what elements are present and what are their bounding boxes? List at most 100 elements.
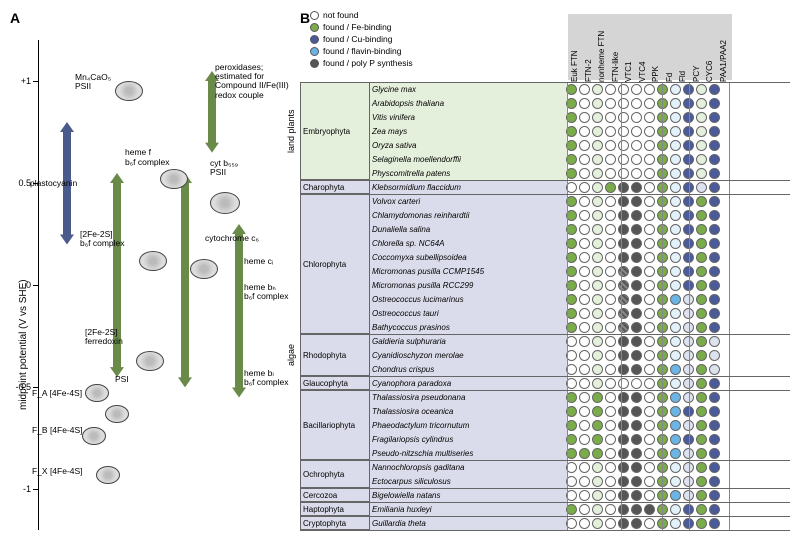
heme-b-arrow xyxy=(232,224,244,398)
presence-circle xyxy=(683,84,694,95)
legend-label: found / Cu-binding xyxy=(323,34,392,45)
presence-circle xyxy=(644,224,655,235)
presence-circle xyxy=(566,196,577,207)
species-row: Selaginella moellendorffii xyxy=(370,152,790,166)
presence-circle xyxy=(605,182,616,193)
presence-circle xyxy=(696,406,707,417)
presence-circle xyxy=(709,378,720,389)
presence-circle xyxy=(683,252,694,263)
presence-circle xyxy=(657,98,668,109)
cofactor-label: F_A [4Fe-4S] xyxy=(32,389,82,398)
presence-circle xyxy=(696,336,707,347)
presence-circle xyxy=(657,252,668,263)
presence-circle xyxy=(605,308,616,319)
presence-circle xyxy=(644,84,655,95)
y-axis xyxy=(38,40,39,530)
presence-circle xyxy=(696,224,707,235)
presence-circle xyxy=(709,462,720,473)
legend-label: found / poly P synthesis xyxy=(323,58,413,69)
presence-circle xyxy=(696,364,707,375)
presence-circle xyxy=(592,448,603,459)
presence-circle xyxy=(579,210,590,221)
presence-circle xyxy=(566,350,577,361)
column-header: FTN-like xyxy=(611,52,620,82)
taxon-border xyxy=(300,194,790,195)
presence-circle xyxy=(644,420,655,431)
presence-circle xyxy=(696,294,707,305)
presence-circle xyxy=(618,182,629,193)
circle-row xyxy=(565,224,720,235)
presence-circle xyxy=(579,168,590,179)
y-tick xyxy=(33,285,38,286)
presence-circle xyxy=(592,168,603,179)
presence-circle xyxy=(605,350,616,361)
presence-circle xyxy=(618,364,629,375)
taxon-border xyxy=(300,390,790,391)
presence-circle xyxy=(579,336,590,347)
presence-circle xyxy=(644,196,655,207)
presence-circle xyxy=(592,490,603,501)
presence-circle xyxy=(605,462,616,473)
presence-circle xyxy=(566,280,577,291)
presence-circle xyxy=(631,112,642,123)
species-row: Micromonas pusilla RCC299 xyxy=(370,278,790,292)
presence-circle xyxy=(683,238,694,249)
presence-circle xyxy=(631,238,642,249)
species-name: Micromonas pusilla RCC299 xyxy=(370,281,565,290)
presence-circle xyxy=(566,392,577,403)
circle-row xyxy=(565,434,720,445)
presence-circle xyxy=(566,238,577,249)
circle-row xyxy=(565,98,720,109)
presence-circle xyxy=(670,182,681,193)
panel-b-label: B xyxy=(300,10,310,26)
species-name: Ostreococcus tauri xyxy=(370,309,565,318)
circle-row xyxy=(565,504,720,515)
presence-circle xyxy=(683,462,694,473)
protein-inset xyxy=(136,351,164,371)
species-row: Glycine max xyxy=(370,82,790,96)
circle-row xyxy=(565,196,720,207)
presence-circle xyxy=(566,224,577,235)
taxon-border xyxy=(300,334,790,335)
presence-circle xyxy=(618,294,629,305)
circle-row xyxy=(565,280,720,291)
presence-circle xyxy=(579,224,590,235)
presence-circle xyxy=(683,126,694,137)
circle-row xyxy=(565,238,720,249)
presence-circle xyxy=(709,196,720,207)
presence-circle xyxy=(696,98,707,109)
presence-circle xyxy=(592,238,603,249)
presence-circle xyxy=(657,266,668,277)
presence-circle xyxy=(683,140,694,151)
presence-circle xyxy=(566,168,577,179)
presence-circle xyxy=(670,336,681,347)
taxon-border xyxy=(300,488,790,489)
presence-circle xyxy=(592,280,603,291)
presence-circle xyxy=(644,476,655,487)
presence-circle xyxy=(709,350,720,361)
presence-circle xyxy=(709,420,720,431)
presence-circle xyxy=(657,280,668,291)
presence-circle xyxy=(709,266,720,277)
presence-circle xyxy=(657,168,668,179)
presence-circle xyxy=(657,392,668,403)
presence-circle xyxy=(605,420,616,431)
presence-circle xyxy=(605,84,616,95)
presence-circle xyxy=(579,252,590,263)
presence-circle xyxy=(592,84,603,95)
presence-circle xyxy=(670,168,681,179)
presence-circle xyxy=(618,210,629,221)
presence-circle xyxy=(631,406,642,417)
presence-circle xyxy=(618,140,629,151)
presence-circle xyxy=(592,252,603,263)
presence-circle xyxy=(631,308,642,319)
species-name: Bathycoccus prasinos xyxy=(370,323,565,332)
column-header: PCY xyxy=(692,66,701,82)
presence-circle xyxy=(644,266,655,277)
presence-circle xyxy=(605,126,616,137)
species-row: Chondrus crispus xyxy=(370,362,790,376)
species-row: Ostreococcus tauri xyxy=(370,306,790,320)
presence-circle xyxy=(605,518,616,529)
presence-circle xyxy=(644,448,655,459)
presence-circle xyxy=(579,294,590,305)
